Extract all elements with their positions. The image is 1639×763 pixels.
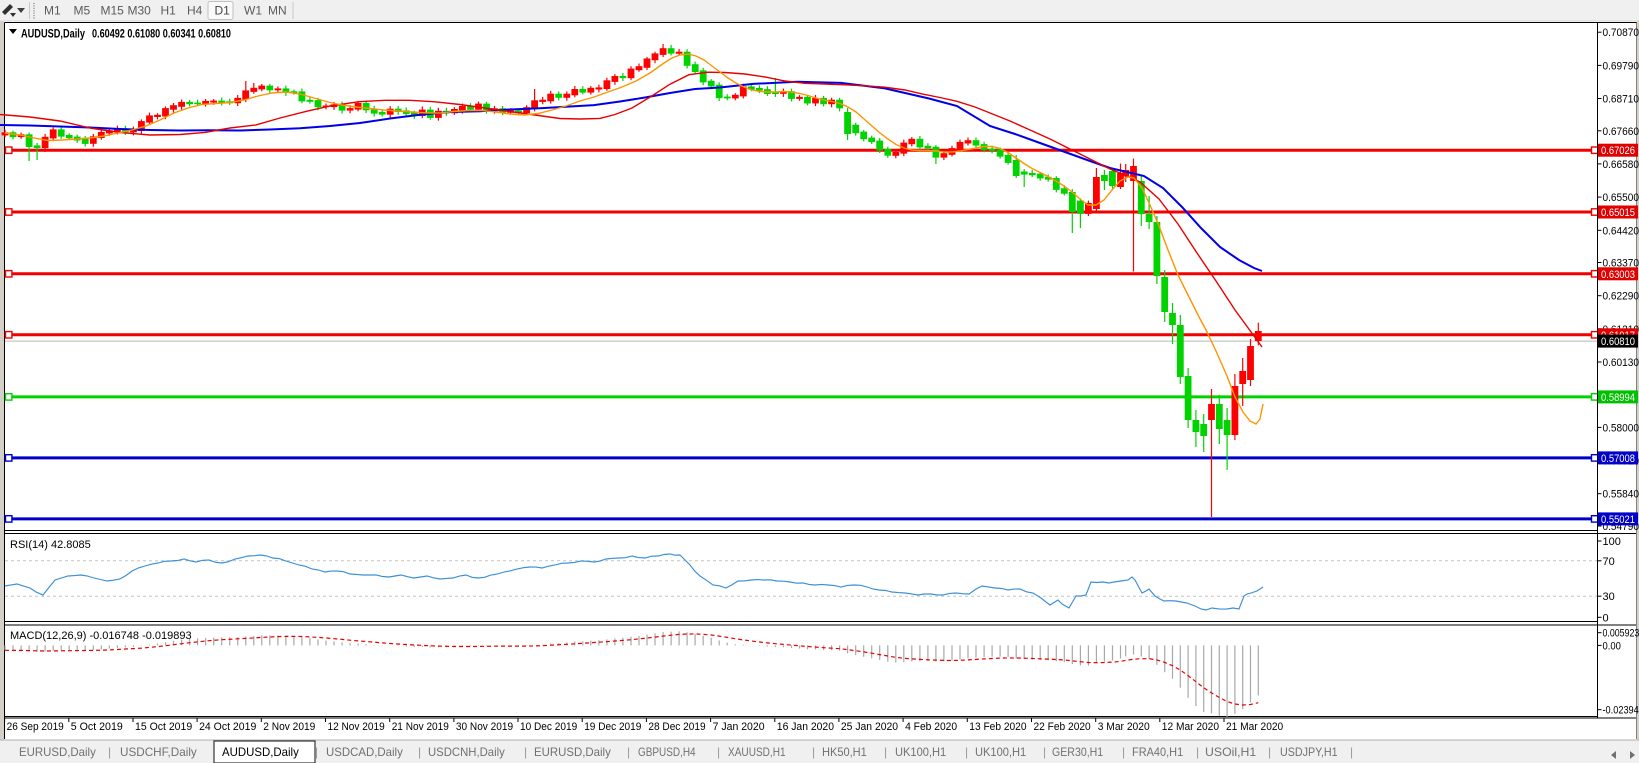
svg-text:0.60492 0.61080 0.60341 0.6081: 0.60492 0.61080 0.60341 0.60810 [92, 29, 231, 41]
svg-text:|: | [965, 745, 968, 759]
svg-text:15 Oct 2019: 15 Oct 2019 [135, 721, 192, 733]
svg-text:28 Dec 2019: 28 Dec 2019 [648, 721, 705, 733]
svg-text:0.67026: 0.67026 [1601, 145, 1635, 157]
svg-text:4 Feb 2020: 4 Feb 2020 [905, 721, 957, 733]
svg-text:|: | [524, 745, 527, 759]
svg-text:0.60810: 0.60810 [1601, 336, 1635, 348]
svg-text:0.55840: 0.55840 [1603, 489, 1639, 501]
svg-text:0.58000: 0.58000 [1603, 422, 1639, 434]
svg-text:100: 100 [1603, 536, 1621, 548]
svg-text:12 Nov 2019: 12 Nov 2019 [328, 721, 385, 733]
svg-text:M5: M5 [74, 4, 91, 18]
svg-text:AUDUSD,Daily: AUDUSD,Daily [21, 29, 85, 41]
svg-text:|: | [1268, 745, 1271, 759]
svg-text:21 Mar 2020: 21 Mar 2020 [1226, 721, 1283, 733]
svg-text:0.65015: 0.65015 [1601, 207, 1635, 219]
svg-text:H4: H4 [187, 4, 203, 18]
svg-text:13 Feb 2020: 13 Feb 2020 [969, 721, 1026, 733]
svg-text:|: | [812, 745, 815, 759]
svg-text:3 Mar 2020: 3 Mar 2020 [1098, 721, 1150, 733]
svg-text:2 Nov 2019: 2 Nov 2019 [263, 721, 315, 733]
svg-text:0.63003: 0.63003 [1601, 269, 1635, 281]
svg-text:MN: MN [268, 4, 287, 18]
svg-text:|: | [884, 745, 887, 759]
svg-text:USDCHF,Daily: USDCHF,Daily [120, 745, 197, 759]
svg-text:USOil,H1: USOil,H1 [1205, 745, 1257, 759]
svg-text:0: 0 [1603, 612, 1609, 624]
svg-text:|: | [1196, 745, 1199, 759]
svg-text:EURUSD,Daily: EURUSD,Daily [534, 745, 611, 759]
svg-text:0.58994: 0.58994 [1601, 392, 1635, 404]
svg-text:M15: M15 [101, 4, 125, 18]
svg-text:19 Dec 2019: 19 Dec 2019 [584, 721, 641, 733]
svg-text:0.62290: 0.62290 [1603, 291, 1639, 303]
svg-text:RSI(14) 42.8085: RSI(14) 42.8085 [10, 539, 91, 551]
svg-text:USDCAD,Daily: USDCAD,Daily [326, 745, 403, 759]
svg-text:0.63370: 0.63370 [1603, 258, 1639, 270]
svg-text:XAUUSD,H1: XAUUSD,H1 [728, 745, 786, 759]
svg-text:0.69790: 0.69790 [1603, 60, 1639, 72]
svg-text:0.60130: 0.60130 [1603, 357, 1639, 369]
svg-text:M1: M1 [44, 4, 61, 18]
svg-text:|: | [1350, 745, 1353, 759]
svg-text:USDCNH,Daily: USDCNH,Daily [428, 745, 505, 759]
svg-text:|: | [108, 745, 111, 759]
svg-text:0.66580: 0.66580 [1603, 159, 1639, 171]
svg-text:H1: H1 [161, 4, 177, 18]
svg-text:|: | [1122, 745, 1125, 759]
svg-text:USDJPY,H1: USDJPY,H1 [1280, 745, 1338, 759]
svg-text:21 Nov 2019: 21 Nov 2019 [392, 721, 449, 733]
svg-text:26 Sep 2019: 26 Sep 2019 [7, 721, 64, 733]
svg-text:GBPUSD,H4: GBPUSD,H4 [638, 745, 696, 759]
svg-text:FRA40,H1: FRA40,H1 [1132, 745, 1183, 759]
svg-text:0.67660: 0.67660 [1603, 126, 1639, 138]
svg-text:10 Dec 2019: 10 Dec 2019 [520, 721, 577, 733]
svg-text:0.57008: 0.57008 [1601, 453, 1635, 465]
svg-text:|: | [717, 745, 720, 759]
svg-text:0.55021: 0.55021 [1601, 514, 1635, 526]
svg-text:W1: W1 [244, 4, 262, 18]
svg-text:M30: M30 [128, 4, 152, 18]
svg-text:30 Nov 2019: 30 Nov 2019 [456, 721, 513, 733]
svg-text:5 Oct 2019: 5 Oct 2019 [71, 721, 123, 733]
svg-text:70: 70 [1603, 556, 1615, 568]
svg-text:30: 30 [1603, 591, 1615, 603]
svg-text:7 Jan 2020: 7 Jan 2020 [713, 721, 765, 733]
svg-text:24 Oct 2019: 24 Oct 2019 [199, 721, 256, 733]
svg-text:UK100,H1: UK100,H1 [895, 745, 946, 759]
svg-text:16 Jan 2020: 16 Jan 2020 [777, 721, 834, 733]
svg-text:0.64420: 0.64420 [1603, 225, 1639, 237]
svg-text:UK100,H1: UK100,H1 [975, 745, 1026, 759]
svg-text:12 Mar 2020: 12 Mar 2020 [1162, 721, 1219, 733]
svg-text:22 Feb 2020: 22 Feb 2020 [1034, 721, 1091, 733]
svg-text:GER30,H1: GER30,H1 [1052, 745, 1103, 759]
svg-text:|: | [315, 745, 318, 759]
svg-text:EURUSD,Daily: EURUSD,Daily [19, 745, 96, 759]
svg-text:0.68710: 0.68710 [1603, 94, 1639, 106]
svg-text:|: | [627, 745, 630, 759]
svg-text:-0.023944: -0.023944 [1603, 705, 1639, 717]
svg-text:25 Jan 2020: 25 Jan 2020 [841, 721, 898, 733]
svg-text:AUDUSD,Daily: AUDUSD,Daily [222, 745, 299, 759]
svg-text:0.005923: 0.005923 [1603, 628, 1639, 640]
svg-text:D1: D1 [215, 4, 231, 18]
svg-text:|: | [1043, 745, 1046, 759]
svg-text:0.70870: 0.70870 [1603, 27, 1639, 39]
svg-text:|: | [418, 745, 421, 759]
svg-text:HK50,H1: HK50,H1 [822, 745, 867, 759]
svg-text:0.00: 0.00 [1603, 640, 1621, 652]
svg-text:MACD(12,26,9) -0.016748 -0.019: MACD(12,26,9) -0.016748 -0.019893 [10, 630, 192, 642]
svg-text:0.65500: 0.65500 [1603, 192, 1639, 204]
